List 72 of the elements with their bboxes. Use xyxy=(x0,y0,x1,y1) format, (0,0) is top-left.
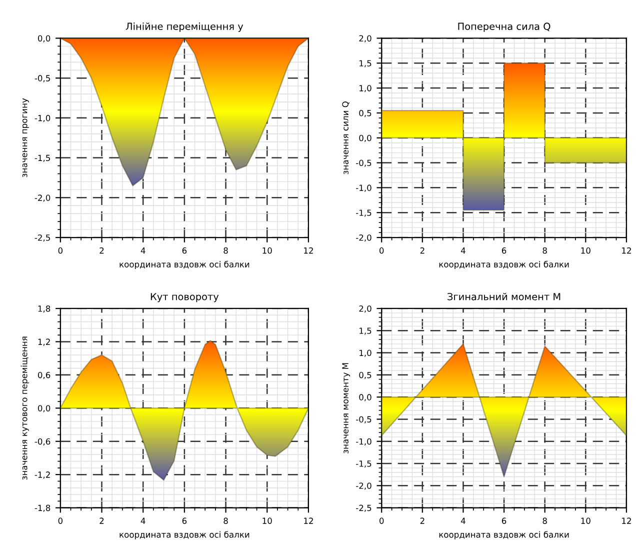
y-tick-label: -1,8 xyxy=(34,504,50,512)
x-tick-label: 8 xyxy=(542,247,547,254)
x-tick-label: 2 xyxy=(100,247,104,254)
x-tick-label: 10 xyxy=(262,518,272,524)
y-tick-label: -2,0 xyxy=(34,194,50,202)
y-axis-title: значення сили Q xyxy=(342,102,350,174)
x-tick-label: 2 xyxy=(420,518,424,524)
x-tick-label: 6 xyxy=(502,518,506,524)
x-tick-label: 6 xyxy=(182,247,187,254)
y-tick-label: -2,0 xyxy=(356,234,372,242)
y-tick-label: -1,5 xyxy=(356,460,372,468)
x-tick-label: 12 xyxy=(622,518,631,524)
x-tick-label: 12 xyxy=(304,518,313,524)
chart-title: Лінійне переміщення y xyxy=(126,22,244,32)
y-tick-label: 1,8 xyxy=(38,305,50,313)
y-tick-label: -1,0 xyxy=(356,438,372,446)
x-axis-title: координата вздовж осі балки xyxy=(120,260,250,270)
y-tick-label: 0,0 xyxy=(38,35,50,42)
y-tick-label: -1,0 xyxy=(356,184,372,192)
y-tick-label: -1,5 xyxy=(34,154,50,162)
x-tick-label: 10 xyxy=(262,247,272,254)
x-tick-label: 2 xyxy=(420,247,424,254)
y-tick-label: 0,0 xyxy=(359,394,372,402)
chart-title: Поперечна сила Q xyxy=(458,22,550,32)
y-axis-title: значення моменту M xyxy=(342,363,350,454)
y-tick-label: 2,0 xyxy=(359,305,372,313)
x-tick-label: 12 xyxy=(304,247,313,254)
y-tick-label: 1,2 xyxy=(38,338,50,346)
y-tick-label: -1,2 xyxy=(34,472,50,479)
x-tick-label: 4 xyxy=(140,247,146,254)
y-tick-label: 1,5 xyxy=(360,60,372,68)
y-axis-title: значення прогину xyxy=(22,98,29,178)
y-tick-label: 0,0 xyxy=(38,405,50,412)
x-tick-label: 8 xyxy=(224,518,228,524)
y-tick-label: -0,5 xyxy=(34,75,50,82)
x-axis-title: координата вздовж осі балки xyxy=(439,260,569,270)
x-tick-label: 8 xyxy=(542,518,547,524)
y-axis-title: значення кутового переміщення xyxy=(20,336,29,480)
y-tick-label: -1,5 xyxy=(356,210,372,217)
chart-title: Кут повороту xyxy=(150,293,219,302)
x-tick-label: 0 xyxy=(380,518,384,524)
y-tick-label: 1,0 xyxy=(360,85,372,92)
y-tick-label: -2,5 xyxy=(356,504,372,512)
y-tick-label: 0,6 xyxy=(38,372,50,380)
x-tick-label: 4 xyxy=(460,247,466,254)
y-tick-label: -2,5 xyxy=(34,234,50,242)
y-tick-label: -2,0 xyxy=(356,482,372,490)
chart-title: Згинальний момент M xyxy=(448,292,560,300)
x-tick-label: 4 xyxy=(140,518,146,524)
y-tick-label: 2,0 xyxy=(359,35,372,42)
x-tick-label: 10 xyxy=(581,247,590,254)
x-tick-label: 10 xyxy=(581,518,590,524)
y-tick-label: -0,5 xyxy=(356,160,372,167)
x-axis-title: координата вздовж осі балки xyxy=(439,531,569,540)
x-tick-label: 6 xyxy=(182,518,187,524)
y-tick-label: 0,5 xyxy=(359,110,372,118)
x-tick-label: 2 xyxy=(100,518,104,524)
x-tick-label: 12 xyxy=(622,247,631,254)
y-tick-label: 1,5 xyxy=(360,328,372,335)
y-tick-label: 0,5 xyxy=(359,372,372,380)
y-tick-label: -0,5 xyxy=(356,416,372,424)
y-tick-label: 0,0 xyxy=(359,134,372,142)
x-tick-label: 8 xyxy=(224,247,228,254)
x-tick-label: 0 xyxy=(58,518,63,524)
x-tick-label: 4 xyxy=(460,518,466,524)
x-tick-label: 0 xyxy=(380,247,384,254)
x-axis-title: координата вздовж осі балки xyxy=(120,531,250,540)
y-tick-label: -1,0 xyxy=(34,114,50,122)
x-tick-label: 0 xyxy=(58,247,63,254)
x-tick-label: 6 xyxy=(502,247,506,254)
y-tick-label: -0,6 xyxy=(34,438,50,446)
y-tick-label: 1,0 xyxy=(360,350,372,357)
